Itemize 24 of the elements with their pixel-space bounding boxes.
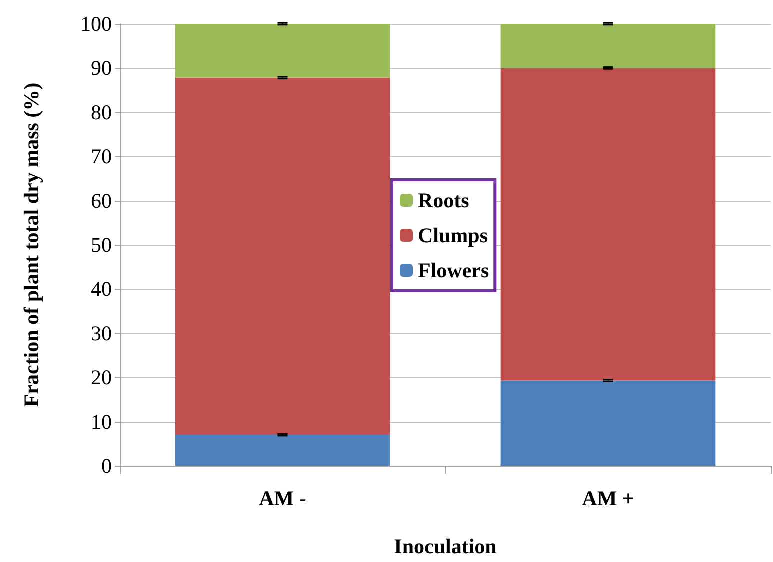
y-tick-label: 0: [102, 454, 112, 478]
y-tick-label: 50: [91, 233, 112, 257]
y-tick-label: 40: [91, 277, 112, 302]
y-axis-title: Fraction of plant total dry mass (%): [20, 82, 44, 408]
x-axis-title: Inoculation: [394, 534, 498, 558]
bar: [500, 380, 716, 466]
bar: [500, 24, 716, 68]
legend-label: Clumps: [418, 224, 488, 248]
bar: [175, 435, 390, 466]
y-tick-label: 70: [91, 144, 112, 169]
y-tick-label: 80: [91, 100, 112, 124]
y-tick-label: 10: [91, 410, 112, 434]
legend-label: Roots: [418, 188, 470, 212]
legend-label: Flowers: [418, 258, 490, 282]
y-tick-label: 100: [80, 12, 112, 36]
bar: [175, 24, 390, 78]
y-tick-label: 30: [91, 321, 112, 346]
x-tick-label: AM +: [582, 486, 634, 510]
y-tick-label: 20: [91, 366, 112, 390]
bar: [500, 68, 716, 381]
x-tick-label: AM -: [259, 486, 306, 510]
bar: [175, 78, 390, 436]
y-tick-label: 90: [91, 56, 112, 80]
y-tick-label: 60: [91, 188, 112, 213]
